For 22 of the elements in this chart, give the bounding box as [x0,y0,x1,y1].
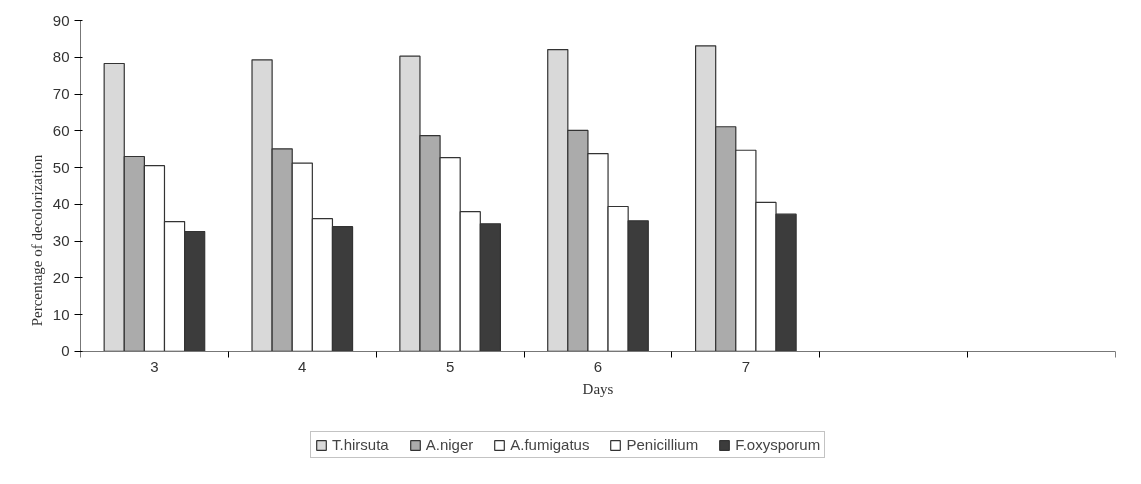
x-tick-label: 7 [741,358,751,376]
y-tick-label: 10 [52,305,70,323]
y-tick-label: 0 [61,342,70,360]
y-tick-label: 60 [52,121,70,139]
legend-label: Penicillium [626,436,699,453]
x-tick-label: 5 [445,358,455,376]
x-tick-label: 6 [593,358,603,376]
y-tick-label: 50 [52,158,70,176]
x-axis-title: Days [582,380,614,397]
y-tick-label: 90 [52,11,70,29]
y-tick-label: 70 [52,85,70,103]
x-tick-label: 3 [150,358,159,376]
y-tick-label: 40 [52,195,70,213]
y-axis-title: Percentage of decolorization [28,154,45,327]
y-tick-label: 20 [52,268,70,286]
legend-label: T.hirsuta [332,436,389,453]
legend-label: A.niger [425,436,474,453]
y-tick-label: 30 [52,232,70,250]
legend-label: F.oxysporum [735,436,821,453]
x-tick-label: 4 [298,358,307,376]
y-tick-label: 80 [52,48,70,66]
legend-label: A.fumigatus [510,436,590,453]
